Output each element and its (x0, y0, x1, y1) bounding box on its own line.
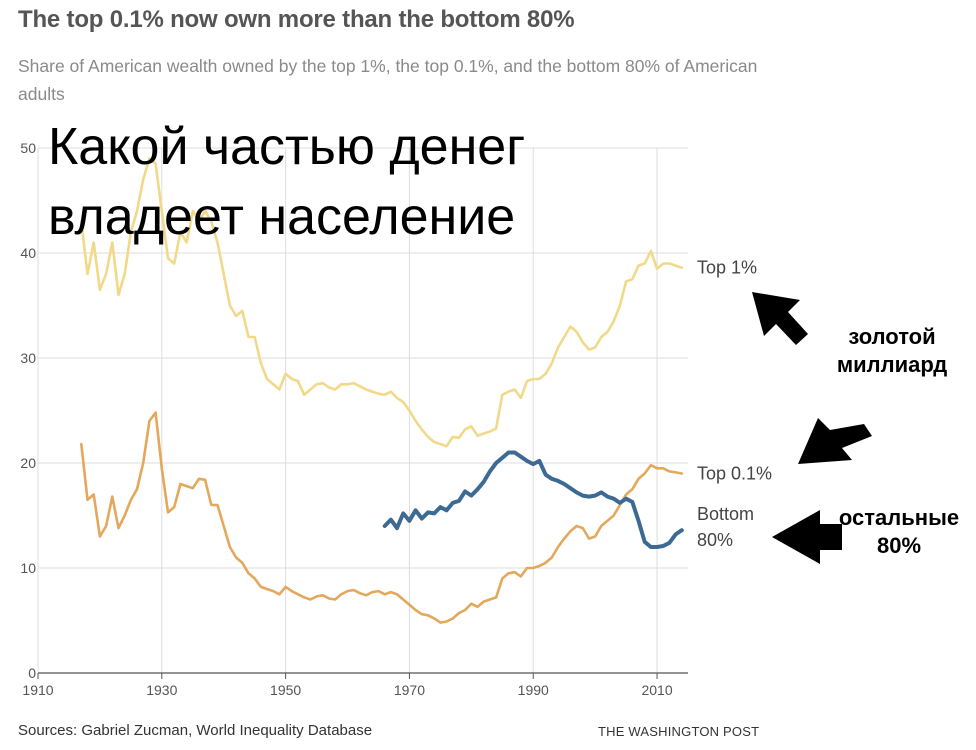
publisher-credit: THE WASHINGTON POST (598, 724, 760, 739)
series-line-top1 (80, 157, 684, 448)
series-label-bottom80: Bottom (697, 504, 754, 524)
arrow-icon (772, 510, 842, 564)
chart-title: The top 0.1% now own more than the botto… (18, 6, 575, 33)
overlay-caption-line-1: Какой частью денег (48, 118, 526, 176)
y-tick-label: 20 (20, 455, 36, 471)
x-tick-label: 1950 (270, 682, 301, 698)
x-tick-label: 1930 (146, 682, 177, 698)
rest-80-annotation: остальные 80% (838, 505, 960, 558)
overlay-caption-line-2: владеет население (48, 188, 516, 246)
chart-series (80, 157, 684, 624)
y-tick-label: 40 (20, 245, 36, 261)
arrow-icon (752, 292, 808, 345)
x-tick-label: 1910 (22, 682, 53, 698)
overlay-caption: Какой частью денег владеет население (48, 112, 525, 252)
source-note: Sources: Gabriel Zucman, World Inequalit… (18, 722, 373, 739)
x-tick-label: 2010 (641, 682, 672, 698)
series-labels: Top 1% Top 0.1% Bottom 80% (697, 258, 772, 551)
series-line-bottom80 (382, 450, 684, 549)
x-tick-label: 1990 (518, 682, 549, 698)
y-tick-label: 50 (20, 140, 36, 156)
golden-billion-annotation: золотой миллиард (836, 324, 948, 377)
arrow-icon (798, 418, 872, 464)
chart-axes: 1910 1930 1950 1970 1990 2010 0 10 20 30 40 50 (20, 140, 688, 698)
chart-subtitle: Share of American wealth owned by the to… (18, 56, 758, 104)
series-line-top01 (80, 411, 684, 624)
series-label-top1: Top 1% (697, 258, 757, 278)
series-label-top01: Top 0.1% (697, 464, 772, 484)
x-tick-label: 1970 (394, 682, 425, 698)
y-tick-label: 0 (28, 665, 36, 681)
y-tick-label: 30 (20, 350, 36, 366)
y-tick-label: 10 (20, 560, 36, 576)
series-label-bottom80: 80% (697, 530, 733, 550)
annotation-arrows (752, 292, 872, 564)
